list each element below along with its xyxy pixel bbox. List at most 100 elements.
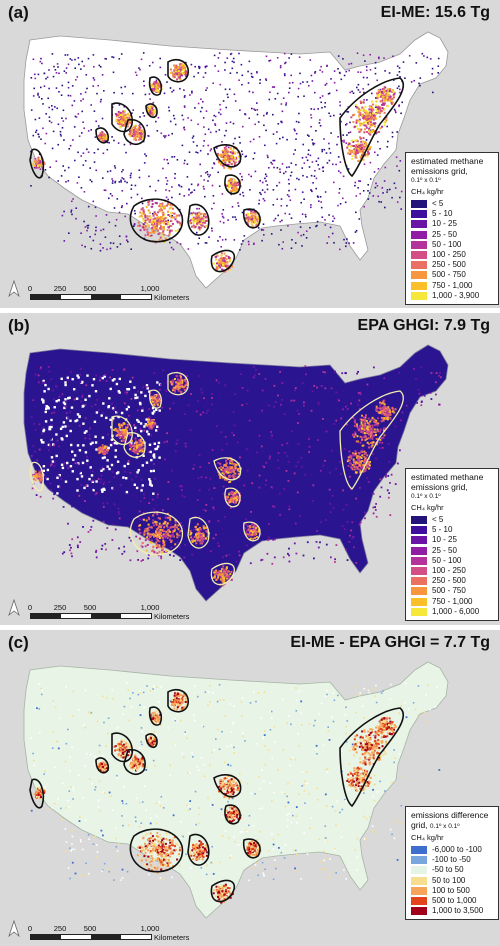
emission-cell — [390, 473, 393, 476]
emission-cell — [378, 56, 380, 59]
emission-cell — [201, 539, 203, 542]
emission-cell — [376, 185, 379, 187]
emission-cell — [95, 226, 97, 229]
emission-cell — [43, 72, 46, 75]
emission-cell — [56, 107, 58, 110]
emission-cell — [249, 219, 251, 222]
emission-cell — [284, 62, 286, 65]
emission-cell — [41, 62, 43, 65]
emission-cell — [119, 433, 122, 436]
emission-cell — [33, 473, 36, 476]
emission-cell — [30, 455, 33, 457]
emission-cell — [429, 391, 432, 394]
emission-cell — [214, 124, 217, 126]
emission-cell — [158, 544, 161, 547]
emission-cell — [140, 487, 143, 490]
emission-cell — [152, 419, 155, 422]
emission-cell — [179, 63, 182, 66]
emission-cell — [217, 171, 219, 174]
emission-cell — [214, 65, 216, 67]
emission-cell — [379, 147, 381, 150]
emission-cell — [238, 52, 240, 55]
emission-cell — [410, 81, 413, 83]
emission-cell — [154, 402, 157, 405]
emission-cell — [120, 181, 122, 183]
emission-cell — [220, 246, 222, 248]
emission-cell — [221, 472, 224, 475]
emission-cell — [169, 87, 172, 89]
no-data-cell — [85, 430, 88, 433]
emission-cell — [198, 375, 201, 377]
emission-cell — [353, 125, 356, 128]
emission-cell — [40, 57, 42, 60]
emission-cell — [58, 91, 60, 93]
emission-cell — [376, 154, 379, 156]
emission-cell — [179, 485, 182, 488]
emission-cell — [366, 99, 368, 101]
emission-cell — [335, 89, 338, 92]
emission-cell — [226, 155, 229, 158]
emission-cell — [142, 444, 145, 446]
emission-cell — [237, 202, 239, 204]
emission-cell — [273, 159, 276, 162]
emission-cell — [73, 398, 76, 401]
emission-cell — [73, 126, 76, 128]
emission-cell — [149, 535, 152, 538]
emission-cell — [84, 160, 87, 162]
emission-cell — [132, 393, 135, 396]
emission-cell — [230, 163, 233, 166]
emission-cell — [158, 205, 161, 208]
emission-cell — [185, 61, 187, 64]
emission-cell — [129, 134, 132, 137]
emission-cell — [196, 212, 199, 214]
emission-cell — [101, 117, 104, 120]
emission-cell — [225, 122, 228, 124]
emission-cell — [173, 390, 176, 393]
no-data-cell — [107, 446, 110, 450]
emission-cell — [266, 552, 269, 555]
emission-cell — [216, 268, 219, 271]
emission-cell — [229, 121, 232, 123]
emission-cell — [147, 417, 150, 419]
emission-cell — [37, 156, 40, 159]
emission-cell — [377, 90, 380, 93]
emission-cell — [381, 110, 383, 113]
emission-cell — [77, 113, 80, 115]
emission-cell — [53, 444, 56, 447]
emission-cell — [388, 492, 390, 494]
no-data-cell — [78, 415, 81, 418]
emission-cell — [361, 154, 363, 156]
emission-cell — [383, 124, 386, 127]
emission-cell — [80, 232, 82, 234]
emission-cell — [42, 103, 44, 105]
emission-cell — [78, 494, 81, 497]
emission-cell — [324, 219, 326, 221]
emission-cell — [394, 187, 397, 189]
emission-cell — [223, 474, 226, 477]
emission-cell — [194, 212, 197, 215]
emission-cell — [247, 70, 249, 73]
emission-cell — [123, 437, 126, 440]
emission-cell — [349, 475, 351, 478]
emission-cell — [117, 121, 120, 123]
emission-cell — [174, 123, 177, 126]
emission-cell — [393, 93, 396, 96]
emission-cell — [246, 389, 249, 392]
emission-cell — [197, 183, 200, 186]
emission-cell — [376, 110, 379, 113]
emission-cell — [197, 400, 199, 402]
emission-cell — [217, 462, 220, 464]
no-data-cell — [137, 420, 140, 423]
no-data-cell — [50, 456, 54, 459]
emission-cell — [99, 449, 102, 452]
no-data-cell — [76, 413, 80, 416]
emission-cell — [362, 146, 365, 149]
emission-cell — [174, 386, 177, 389]
no-data-cell — [150, 458, 153, 462]
emission-cell — [190, 393, 192, 395]
emission-cell — [108, 197, 110, 200]
emission-cell — [124, 85, 126, 88]
emission-cell — [369, 161, 372, 164]
emission-cell — [344, 458, 346, 460]
emission-cell — [236, 441, 239, 444]
